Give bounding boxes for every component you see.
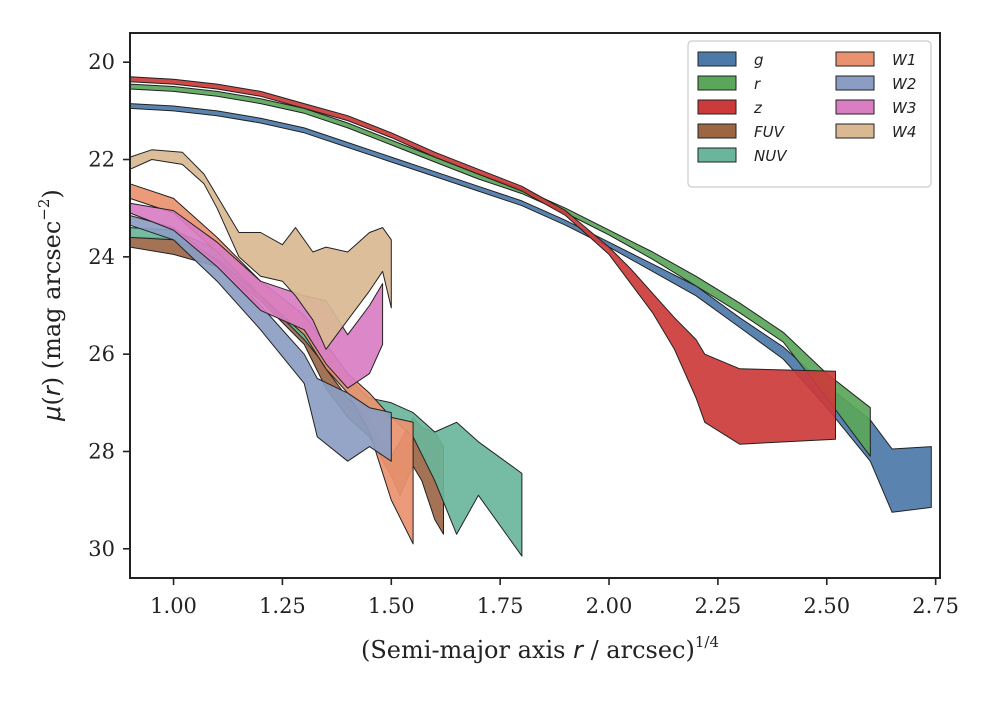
x-axis-title-exponent: 1/4 bbox=[695, 633, 719, 651]
legend-swatch-w2 bbox=[835, 75, 875, 91]
legend-swatch-w3 bbox=[835, 99, 875, 115]
series-area-z bbox=[129, 76, 836, 445]
legend-swatch-fuv bbox=[697, 123, 737, 139]
y-axis-title: μ(r) (mag arcsec−2) bbox=[35, 189, 66, 422]
legend-label-r: r bbox=[754, 75, 761, 93]
series-areas bbox=[129, 76, 932, 557]
series-area-w3 bbox=[129, 202, 384, 389]
legend-label-nuv: NUV bbox=[754, 147, 788, 165]
legend-label-w2: W2 bbox=[892, 75, 916, 93]
x-axis-title-part-2: / arcsec) bbox=[583, 636, 695, 664]
x-axis-title-part-1: (Semi-major axis bbox=[361, 636, 573, 664]
x-tick-label: 2.25 bbox=[695, 594, 742, 618]
x-tick-label: 1.00 bbox=[150, 594, 197, 618]
series-area-r bbox=[129, 83, 871, 457]
y-tick-label: 26 bbox=[88, 342, 115, 366]
x-axis-title: (Semi-major axis r / arcsec)1/4 bbox=[361, 633, 719, 664]
series-area-g bbox=[129, 103, 932, 513]
y-axis-title-variable: r bbox=[38, 384, 66, 396]
y-axis-title-exponent: −2 bbox=[35, 199, 53, 221]
x-axis-ticks: 1.00 1.25 1.50 1.75 2.00 2.25 2.50 2.75 bbox=[150, 578, 959, 618]
y-tick-label: 30 bbox=[88, 537, 115, 561]
y-axis-title-part-2: ) (mag arcsec bbox=[38, 221, 66, 387]
legend-label-fuv: FUV bbox=[754, 123, 786, 141]
x-tick-label: 1.75 bbox=[477, 594, 524, 618]
legend-swatch-w4 bbox=[835, 123, 875, 139]
x-tick-label: 2.50 bbox=[803, 594, 850, 618]
legend-swatch-r bbox=[697, 75, 737, 91]
y-axis-title-part-1: ( bbox=[38, 396, 66, 405]
y-axis-title-symbol: μ bbox=[38, 406, 66, 422]
y-tick-label: 20 bbox=[88, 50, 115, 74]
y-axis-ticks: 20 22 24 26 28 30 bbox=[88, 50, 130, 561]
series-area-w4 bbox=[129, 149, 392, 350]
plot-frame bbox=[129, 32, 941, 579]
y-tick-label: 22 bbox=[88, 148, 115, 172]
y-tick-label: 28 bbox=[88, 439, 115, 463]
legend: grz FUV NUV W1 W2 W3 W4 bbox=[687, 40, 932, 188]
y-tick-label: 24 bbox=[88, 245, 115, 269]
x-tick-label: 2.75 bbox=[912, 594, 959, 618]
legend-swatch-nuv bbox=[697, 147, 737, 163]
legend-label-w4: W4 bbox=[892, 123, 916, 141]
legend-swatch-z bbox=[697, 99, 737, 115]
legend-swatch-g bbox=[697, 51, 737, 67]
y-axis-title-part-3: ) bbox=[38, 189, 66, 198]
legend-swatch-w1 bbox=[835, 51, 875, 67]
legend-label-w1: W1 bbox=[892, 51, 916, 69]
x-tick-label: 1.25 bbox=[259, 594, 306, 618]
x-tick-label: 2.00 bbox=[586, 594, 633, 618]
legend-label-z: z bbox=[753, 99, 763, 117]
legend-label-w3: W3 bbox=[892, 99, 916, 117]
legend-label-g: g bbox=[754, 51, 764, 69]
x-tick-label: 1.50 bbox=[368, 594, 415, 618]
x-axis-title-variable: r bbox=[573, 636, 585, 664]
